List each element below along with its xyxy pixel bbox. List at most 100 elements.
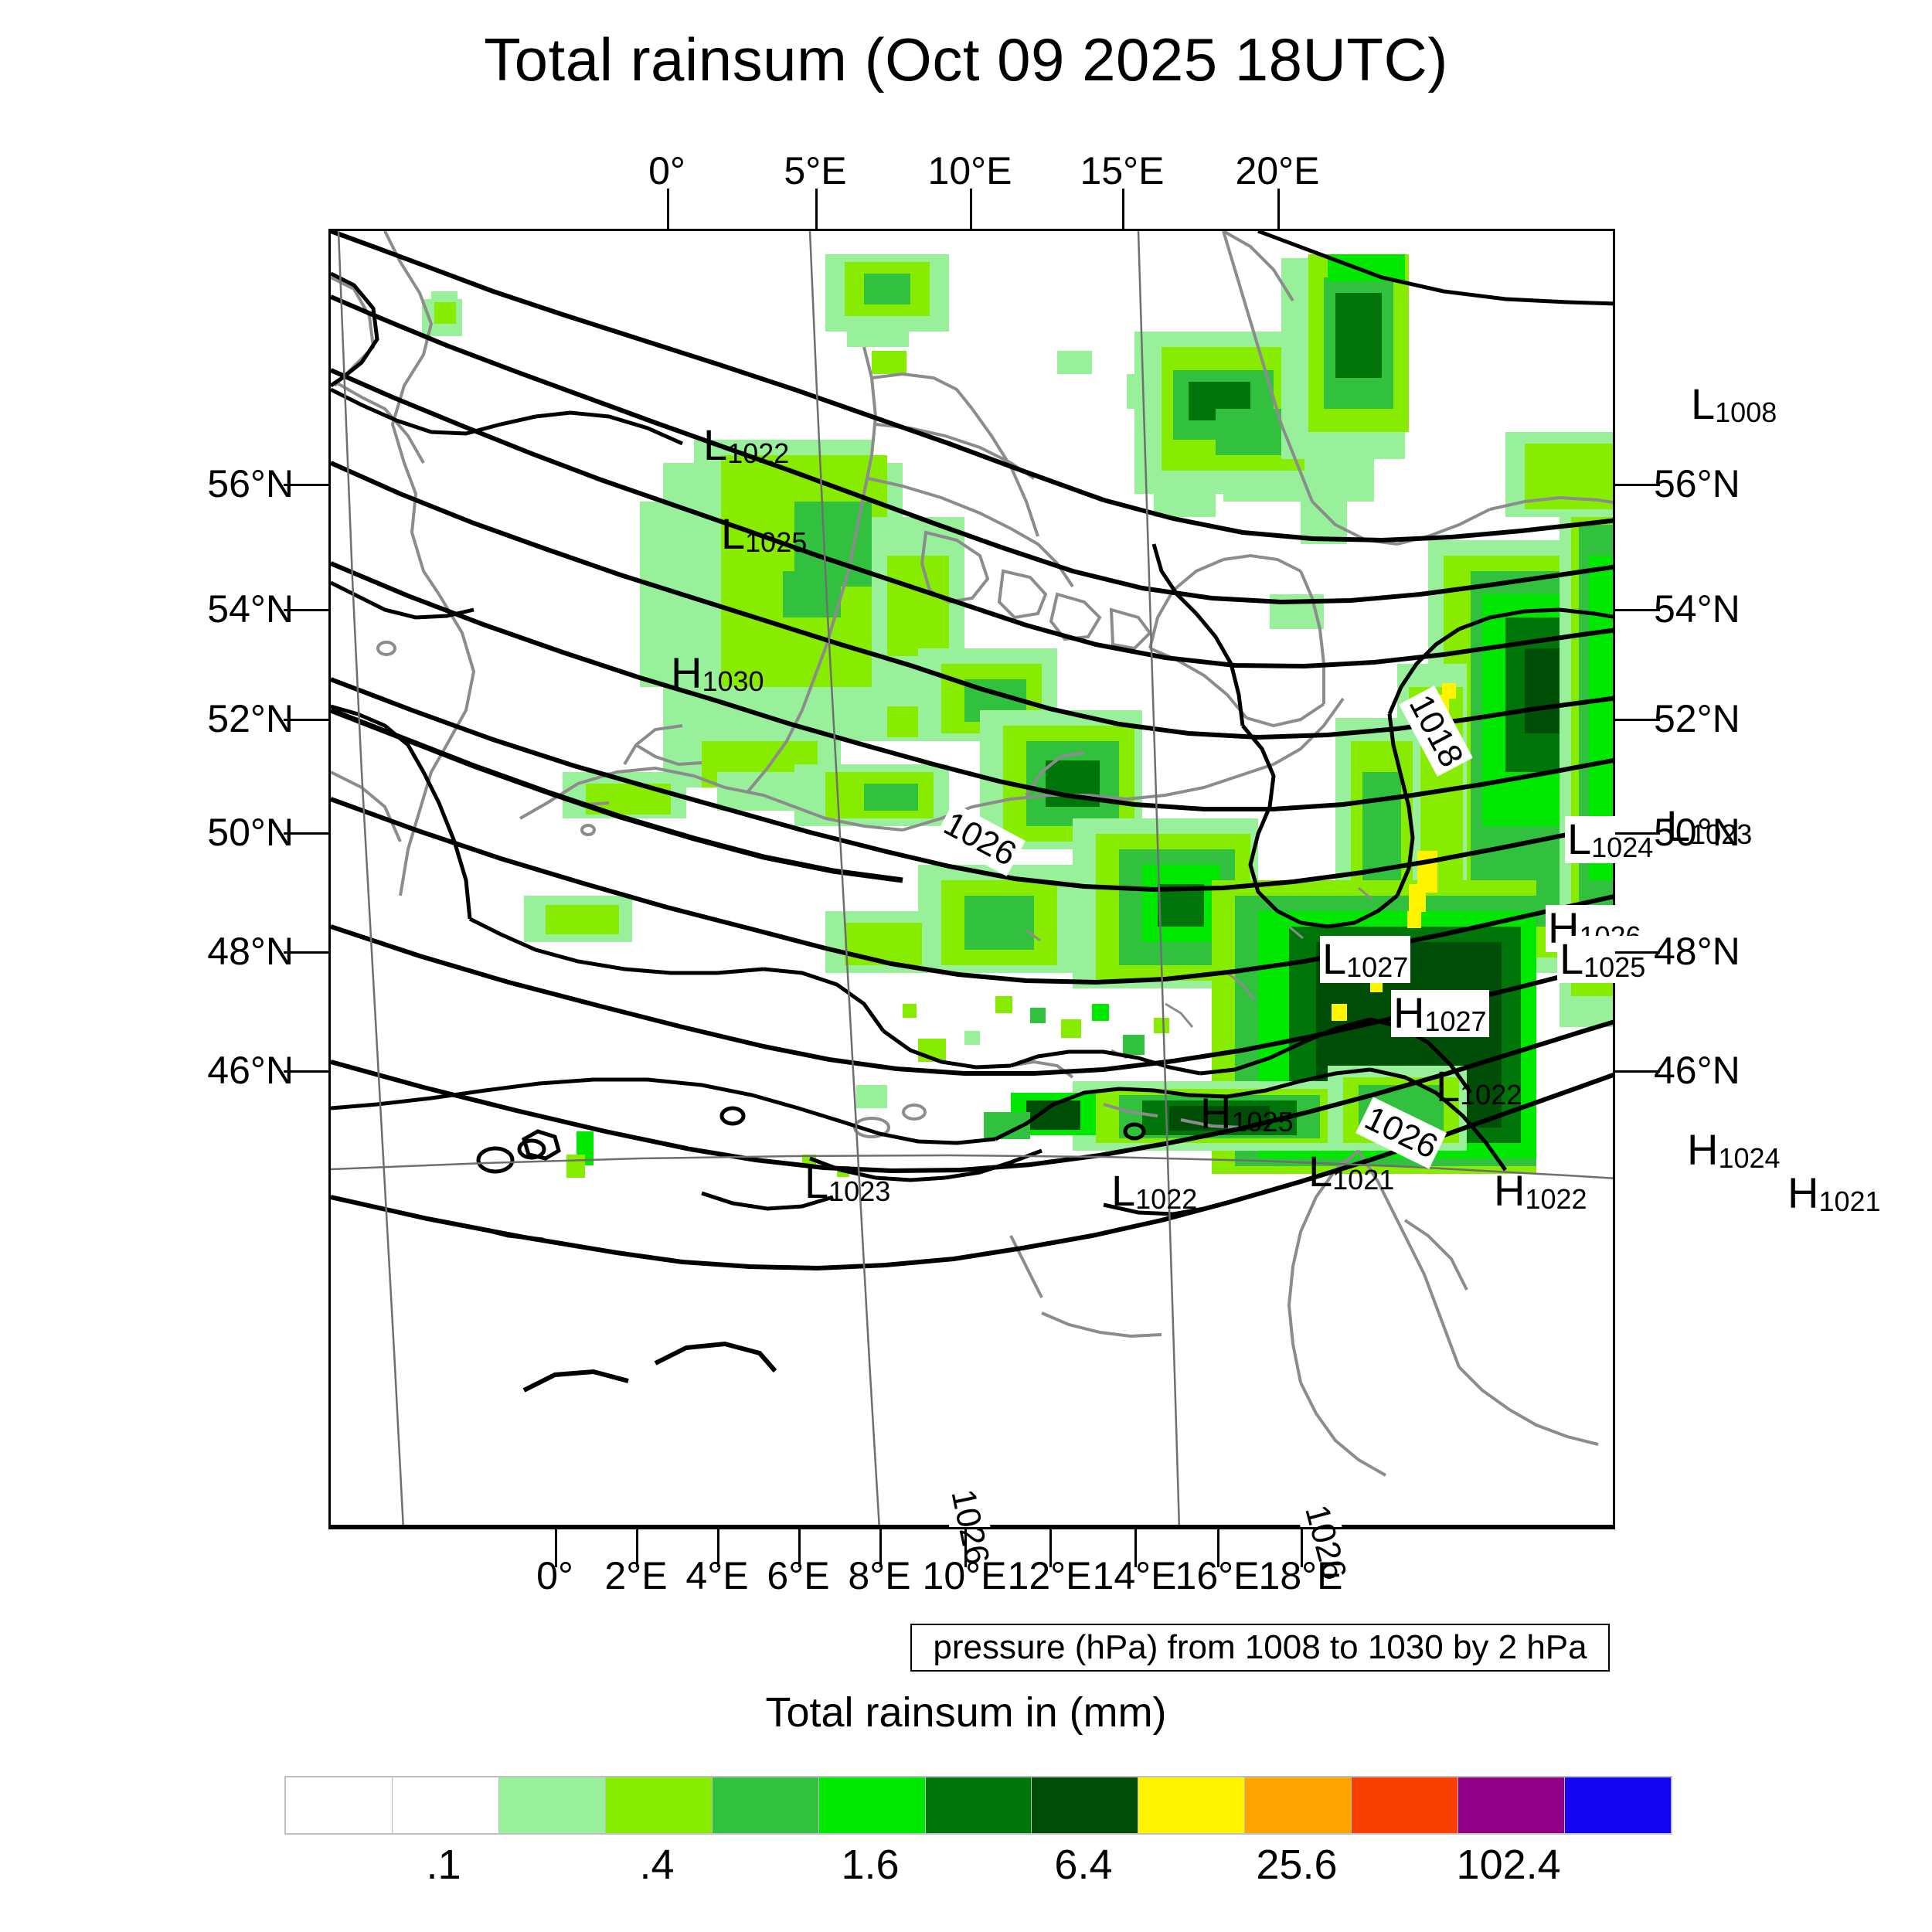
- colorbar-swatch-5: [818, 1777, 926, 1833]
- lon-tickmark-bottom-4: [879, 1527, 882, 1567]
- lon-tick-top-4: 20°E: [1235, 149, 1320, 192]
- colorbar-swatch-11: [1458, 1777, 1566, 1833]
- pressure-marker-value: 1023: [828, 1175, 891, 1208]
- lat-tick-left-3: 50°N: [207, 811, 294, 854]
- colorbar-swatch-8: [1138, 1777, 1246, 1833]
- precipitation-field: [422, 254, 1613, 1178]
- pressure-marker-type: L: [1666, 801, 1691, 850]
- colorbar-tick-4: 25.6: [1256, 1842, 1338, 1888]
- lat-tickmark-left-4: [284, 951, 328, 954]
- lon-tickmark-bottom-3: [798, 1527, 801, 1567]
- pressure-marker-h-1024: H1024: [1685, 1127, 1783, 1174]
- map-frame: [328, 229, 1615, 1527]
- pressure-marker-l-1025: L1025: [719, 511, 809, 558]
- graticule-parallel: [331, 1154, 1613, 1179]
- colorbar-swatch-2: [498, 1777, 606, 1833]
- pressure-marker-h-1027: H1027: [1391, 990, 1489, 1038]
- lon-tick-top-0: 0°: [648, 149, 685, 192]
- pressure-marker-type: L: [721, 509, 746, 558]
- lat-tick-left-1: 54°N: [207, 587, 294, 631]
- pressure-marker-value: 1022: [1460, 1079, 1522, 1111]
- pressure-marker-h-1022: H1022: [1492, 1168, 1590, 1215]
- lon-tickmark-bottom-6: [1049, 1527, 1052, 1567]
- pressure-marker-value: 1030: [702, 665, 764, 698]
- pressure-marker-l-1022: L1022: [701, 422, 791, 469]
- pressure-marker-type: H: [1787, 1168, 1819, 1217]
- lon-tickmark-bottom-5: [964, 1527, 967, 1567]
- pressure-marker-value: 1022: [727, 437, 790, 470]
- pressure-marker-value: 1025: [1231, 1106, 1294, 1138]
- pressure-marker-l-1022: L1022: [1109, 1168, 1199, 1215]
- lon-tickmark-bottom-8: [1217, 1527, 1219, 1567]
- lon-tickmark-bottom-0: [555, 1527, 557, 1567]
- pressure-marker-type: L: [1322, 934, 1347, 983]
- pressure-contour-legend: pressure (hPa) from 1008 to 1030 by 2 hP…: [910, 1624, 1610, 1672]
- pressure-marker-value: 1025: [745, 526, 808, 559]
- pressure-marker-value: 1027: [1424, 1005, 1487, 1038]
- lat-tick-right-5: 46°N: [1654, 1049, 1740, 1092]
- pressure-marker-value: 1027: [1346, 951, 1409, 984]
- colorbar-tick-labels: .1 .4 1.6 6.4 25.6 102.4: [284, 1841, 1669, 1895]
- colorbar-title: Total rainsum in (mm): [765, 1689, 1167, 1736]
- lat-tick-right-2: 52°N: [1654, 697, 1740, 740]
- lat-tickmark-right-4: [1615, 951, 1660, 954]
- lon-tickmark-top-0: [667, 189, 669, 229]
- graticule: [337, 231, 1181, 1525]
- lon-tickmark-bottom-7: [1134, 1527, 1137, 1567]
- pressure-marker-value: 1022: [1135, 1183, 1198, 1216]
- lon-tick-top-2: 10°E: [927, 149, 1012, 192]
- colorbar-swatch-1: [392, 1777, 499, 1833]
- lat-tickmark-right-0: [1615, 484, 1660, 486]
- lat-tick-left-4: 48°N: [207, 930, 294, 973]
- isobars: [331, 231, 1613, 1393]
- pressure-marker-value: 1021: [1332, 1164, 1395, 1196]
- lat-tick-right-4: 48°N: [1654, 930, 1740, 973]
- pressure-marker-h-1025: H1025: [1198, 1090, 1296, 1138]
- lon-tickmark-bottom-9: [1301, 1527, 1303, 1567]
- pressure-marker-value: 1025: [1583, 951, 1646, 984]
- pressure-marker-type: L: [1308, 1147, 1333, 1196]
- lat-tick-right-1: 54°N: [1654, 587, 1740, 631]
- pressure-marker-l-1008: L1008: [1689, 381, 1780, 429]
- lat-tickmark-right-2: [1615, 719, 1660, 721]
- page-title: Total rainsum (Oct 09 2025 18UTC): [484, 26, 1448, 94]
- pressure-marker-l-1021: L1021: [1306, 1148, 1396, 1196]
- map-canvas: [331, 231, 1613, 1525]
- lon-tick-top-1: 5°E: [784, 149, 847, 192]
- pressure-marker-type: L: [1111, 1166, 1136, 1215]
- lat-tickmark-left-0: [284, 484, 328, 486]
- lat-tickmark-left-3: [284, 832, 328, 835]
- colorbar-swatch-12: [1565, 1777, 1671, 1833]
- pressure-marker-l-1023: L1023: [1664, 801, 1755, 851]
- lat-tickmark-left-5: [284, 1070, 328, 1073]
- pressure-marker-value: 1024: [1718, 1142, 1781, 1175]
- colorbar-swatch-0: [286, 1777, 393, 1833]
- lon-tickmark-top-1: [815, 189, 818, 229]
- colorbar-swatch-10: [1352, 1777, 1459, 1833]
- colorbar-tick-5: 102.4: [1456, 1842, 1561, 1888]
- pressure-marker-type: L: [1567, 815, 1592, 863]
- pressure-marker-l-1025: L1025: [1557, 934, 1648, 984]
- pressure-marker-l-1024: L1024: [1565, 815, 1656, 864]
- pressure-marker-type: L: [1560, 934, 1584, 983]
- lat-tick-right-3: 50°N: [1654, 811, 1740, 854]
- pressure-marker-h-1021: H1021: [1785, 1170, 1883, 1217]
- lat-tick-left-2: 52°N: [207, 697, 294, 740]
- pressure-marker-value: 1022: [1525, 1183, 1587, 1216]
- lon-tickmark-bottom-2: [717, 1527, 719, 1567]
- lat-tickmark-right-3: [1615, 832, 1660, 835]
- lat-tickmark-left-1: [284, 609, 328, 611]
- pressure-marker-value: 1024: [1591, 832, 1654, 864]
- colorbar-tick-1: .4: [639, 1842, 675, 1888]
- colorbar-swatch-6: [925, 1777, 1032, 1833]
- pressure-marker-type: L: [804, 1158, 829, 1207]
- colorbar-tick-2: 1.6: [841, 1842, 900, 1888]
- lat-tickmark-right-1: [1615, 609, 1660, 611]
- lat-tick-left-5: 46°N: [207, 1049, 294, 1092]
- colorbar-tick-0: .1: [426, 1842, 461, 1888]
- pressure-marker-type: L: [703, 420, 728, 469]
- lat-tick-right-0: 56°N: [1654, 462, 1740, 505]
- coastlines: [331, 231, 1613, 1477]
- colorbar-swatch-7: [1032, 1777, 1139, 1833]
- bottom-axis-line: [328, 1527, 1615, 1529]
